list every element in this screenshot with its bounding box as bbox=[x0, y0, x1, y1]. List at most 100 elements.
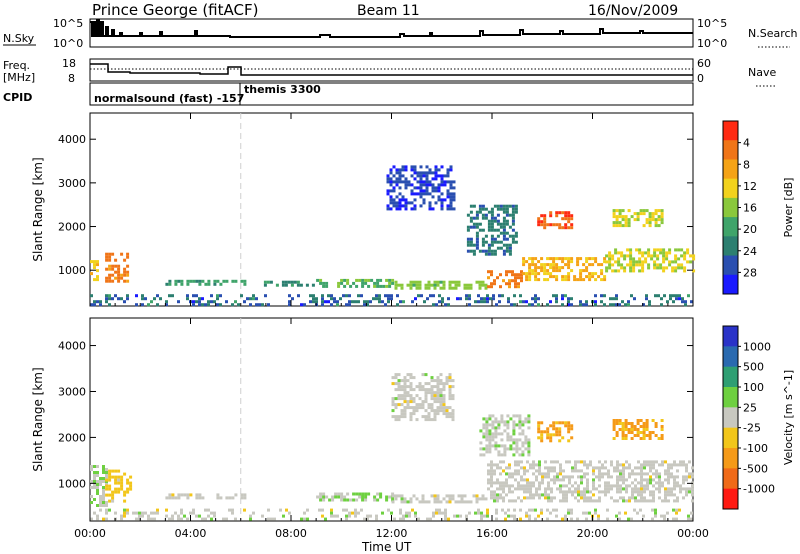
data-cell bbox=[493, 463, 496, 467]
data-cell bbox=[412, 494, 416, 498]
data-cell bbox=[395, 204, 399, 208]
data-cell bbox=[660, 221, 664, 225]
data-cell bbox=[543, 278, 547, 282]
data-cell bbox=[676, 469, 679, 473]
data-cell bbox=[451, 412, 455, 416]
data-cell bbox=[615, 221, 619, 225]
data-cell bbox=[267, 508, 270, 512]
data-cell bbox=[657, 437, 661, 440]
data-cell bbox=[660, 425, 664, 428]
data-cell bbox=[568, 487, 571, 491]
data-cell bbox=[508, 243, 512, 247]
data-cell bbox=[108, 472, 112, 476]
data-cell bbox=[108, 487, 112, 491]
data-cell bbox=[400, 415, 404, 419]
data-cell bbox=[499, 240, 503, 244]
data-cell bbox=[537, 260, 541, 264]
data-cell bbox=[511, 219, 515, 223]
data-cell bbox=[391, 494, 395, 498]
data-cell bbox=[340, 492, 344, 496]
data-cell bbox=[686, 251, 690, 255]
data-cell bbox=[642, 437, 646, 440]
x-axis-title: Time UT bbox=[361, 540, 412, 554]
data-cell bbox=[508, 249, 512, 253]
data-cell bbox=[616, 475, 619, 479]
data-cell bbox=[485, 426, 489, 430]
data-cell bbox=[442, 394, 446, 398]
data-cell bbox=[624, 434, 628, 437]
data-cell bbox=[606, 517, 609, 521]
data-cell bbox=[99, 508, 102, 512]
data-cell bbox=[481, 228, 485, 232]
data-cell bbox=[603, 257, 607, 261]
data-cell bbox=[463, 494, 467, 498]
data-cell bbox=[397, 373, 401, 377]
data-cell bbox=[415, 394, 419, 398]
data-cell bbox=[535, 487, 538, 491]
data-cell bbox=[449, 186, 453, 190]
data-cell bbox=[680, 266, 684, 270]
data-cell bbox=[293, 280, 297, 284]
data-cell bbox=[427, 388, 431, 392]
data-cell bbox=[567, 424, 571, 428]
data-cell bbox=[343, 278, 347, 282]
data-cell bbox=[621, 437, 625, 440]
data-cell bbox=[670, 466, 673, 470]
data-cell bbox=[603, 303, 606, 307]
data-region bbox=[263, 280, 315, 287]
data-cell bbox=[597, 263, 601, 267]
data-cell bbox=[618, 517, 621, 521]
nsearch-tick-bottom: 10^0 bbox=[697, 37, 727, 50]
cpid-frame bbox=[89, 82, 694, 106]
data-cell bbox=[174, 496, 178, 500]
data-cell bbox=[523, 484, 526, 488]
data-cell bbox=[409, 497, 413, 501]
data-cell bbox=[619, 469, 622, 473]
data-cell bbox=[691, 493, 694, 497]
data-cell bbox=[213, 300, 216, 304]
data-cell bbox=[505, 270, 508, 274]
data-cell bbox=[667, 481, 670, 485]
data-cell bbox=[102, 498, 105, 501]
data-cell bbox=[333, 300, 336, 304]
data-cell bbox=[499, 472, 502, 476]
data-cell bbox=[671, 269, 675, 273]
data-cell bbox=[424, 391, 428, 395]
data-cell bbox=[611, 254, 615, 258]
data-cell bbox=[527, 453, 531, 457]
data-cell bbox=[421, 497, 425, 501]
data-cell bbox=[691, 475, 694, 479]
data-cell bbox=[549, 275, 553, 279]
data-cell bbox=[524, 420, 528, 424]
data-cell bbox=[496, 499, 499, 503]
data-cell bbox=[126, 487, 130, 491]
data-cell bbox=[513, 514, 516, 518]
data-cell bbox=[500, 453, 504, 457]
data-cell bbox=[639, 437, 643, 440]
data-cell bbox=[586, 472, 589, 476]
data-cell bbox=[243, 282, 247, 286]
data-region bbox=[386, 165, 456, 211]
data-cell bbox=[493, 499, 496, 503]
colorbar-swatch bbox=[723, 217, 738, 237]
data-cell bbox=[485, 432, 489, 436]
data-cell bbox=[431, 189, 435, 193]
data-cell bbox=[111, 267, 115, 271]
data-cell bbox=[441, 511, 444, 515]
data-cell bbox=[505, 481, 508, 485]
data-cell bbox=[431, 195, 435, 199]
data-cell bbox=[651, 517, 654, 521]
data-cell bbox=[321, 294, 324, 298]
data-cell bbox=[627, 209, 631, 213]
data-cell bbox=[216, 279, 220, 283]
data-cell bbox=[90, 260, 93, 264]
data-cell bbox=[654, 209, 658, 213]
data-cell bbox=[643, 463, 646, 467]
data-cell bbox=[389, 198, 393, 202]
data-cell bbox=[508, 252, 512, 256]
data-cell bbox=[576, 278, 580, 282]
data-cell bbox=[432, 303, 435, 307]
data-cell bbox=[111, 469, 115, 473]
data-cell bbox=[490, 282, 493, 286]
data-cell bbox=[527, 426, 531, 430]
